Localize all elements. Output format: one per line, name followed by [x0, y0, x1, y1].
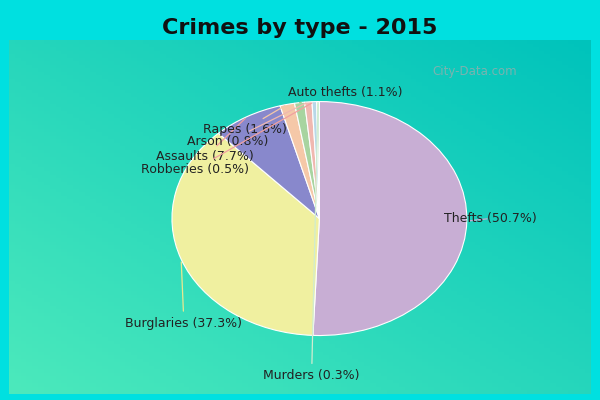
Text: Auto thefts (1.1%): Auto thefts (1.1%) [289, 86, 403, 103]
Wedge shape [313, 102, 467, 336]
Wedge shape [295, 102, 319, 218]
Wedge shape [312, 102, 319, 218]
Text: Thefts (50.7%): Thefts (50.7%) [443, 212, 536, 225]
Wedge shape [305, 102, 319, 218]
Text: Arson (0.8%): Arson (0.8%) [187, 103, 306, 148]
Wedge shape [280, 103, 319, 218]
Text: Burglaries (37.3%): Burglaries (37.3%) [125, 262, 242, 330]
Text: Murders (0.3%): Murders (0.3%) [263, 104, 360, 382]
Wedge shape [317, 102, 319, 218]
Text: Crimes by type - 2015: Crimes by type - 2015 [163, 18, 437, 38]
Text: Assaults (7.7%): Assaults (7.7%) [157, 118, 254, 164]
Wedge shape [218, 106, 319, 218]
Text: City-Data.com: City-Data.com [432, 66, 517, 78]
Wedge shape [172, 133, 319, 335]
Text: Rapes (1.6%): Rapes (1.6%) [203, 106, 287, 136]
Text: Robberies (0.5%): Robberies (0.5%) [141, 103, 312, 176]
